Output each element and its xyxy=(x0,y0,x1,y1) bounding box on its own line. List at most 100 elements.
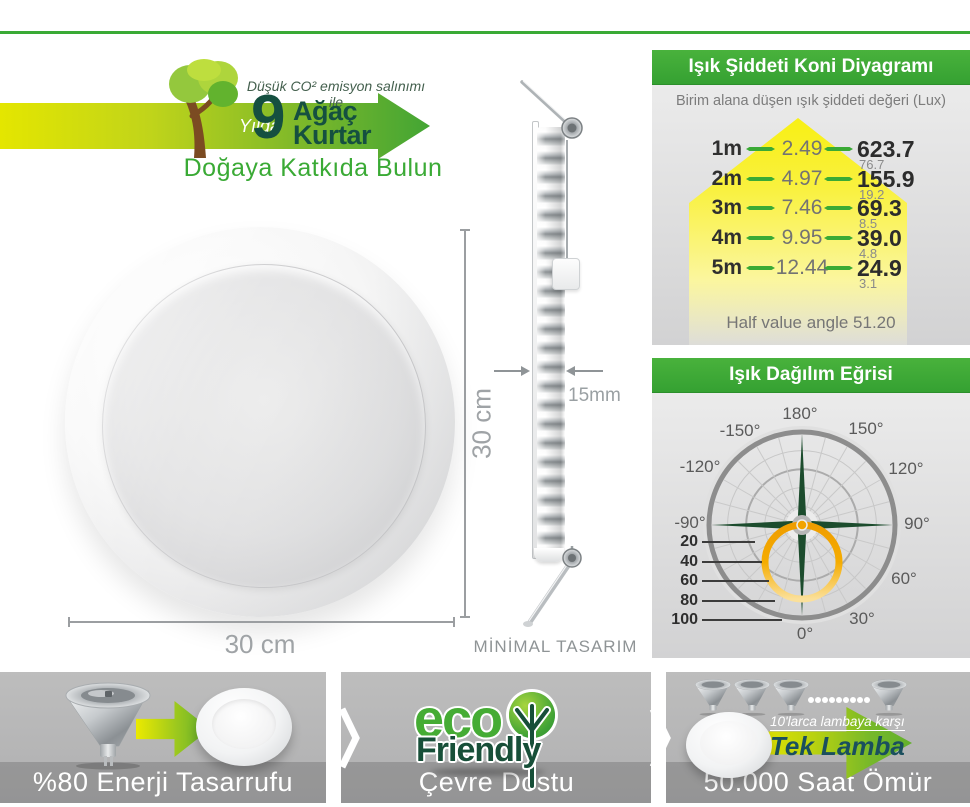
distance-label: 1m xyxy=(711,137,742,160)
halogen-lamp-icon xyxy=(773,679,809,716)
radial-tick-row: 100 xyxy=(652,611,782,629)
led-panel-front-face xyxy=(102,264,426,588)
height-dimension-line xyxy=(460,229,470,618)
width-dimension-label: 30 cm xyxy=(224,629,296,659)
dash-tick-icon xyxy=(746,266,775,270)
halogen-lamp-icon xyxy=(734,679,770,716)
lux-edge-value: 19.2 xyxy=(859,187,885,202)
beam-width-value: 4.97 xyxy=(781,167,823,190)
thickness-arrow-right xyxy=(575,370,603,372)
dash-tick-icon xyxy=(824,266,853,270)
tree-icon xyxy=(169,59,238,158)
radial-tick-label: 20 xyxy=(680,533,698,550)
distance-label: 4m xyxy=(711,226,742,249)
leader-line xyxy=(702,580,769,582)
distance-label: 3m xyxy=(711,196,742,219)
led-panel-face xyxy=(700,721,758,765)
banner-subtitle: Doğaya Katkıda Bulun xyxy=(183,154,443,182)
angle-label: 30° xyxy=(849,609,875,628)
led-panel-face xyxy=(212,699,276,749)
top-divider-line xyxy=(0,31,970,34)
beam-width-value: 7.46 xyxy=(781,196,823,219)
thickness-arrow-left xyxy=(494,370,522,372)
minimal-design-caption: MİNİMAL TASARIM xyxy=(473,637,638,656)
angle-label: 90° xyxy=(904,514,930,533)
co2-tagline: Düşük CO² emisyon salınımı ile xyxy=(246,78,426,110)
eco-friendly-card: Çevre Dostu xyxy=(341,672,652,803)
thickness-arrowhead-right xyxy=(566,366,575,376)
thickness-label: 15mm xyxy=(568,385,621,406)
lux-edge-value: 4.8 xyxy=(859,246,878,261)
angle-label: -90° xyxy=(674,513,706,532)
leader-line xyxy=(702,619,782,621)
card-separator xyxy=(651,672,666,803)
radial-tick-label: 40 xyxy=(680,553,698,570)
lux-center-value: 69.3 xyxy=(857,195,902,221)
lux-center-value: 39.0 xyxy=(857,225,902,251)
banner-yilda-label: Yılda xyxy=(239,116,281,136)
cone-panel-body: Birim alana düşen ışık şiddeti değeri (L… xyxy=(652,85,970,345)
radial-tick-label: 60 xyxy=(680,572,698,589)
dash-tick-icon xyxy=(746,236,775,240)
beam-width-value: 2.49 xyxy=(781,137,823,160)
lux-edge-value: 8.5 xyxy=(859,216,878,231)
lux-edge-value: 3.1 xyxy=(859,276,878,291)
banner-headline-line2: Kurtar xyxy=(293,120,372,150)
angle-label: -120° xyxy=(679,457,721,476)
polar-panel-title: Işık Dağılım Eğrisi xyxy=(652,358,970,393)
radial-tick-label: 80 xyxy=(680,592,698,609)
polar-panel-body: 180° -150° 150° -120° 120° -90° 90° 60° … xyxy=(652,393,970,658)
chevron-right-icon xyxy=(649,707,671,769)
cone-panel-subtitle: Birim alana düşen ışık şiddeti değeri (L… xyxy=(676,93,946,109)
beam-width-value: 9.95 xyxy=(781,226,823,249)
angle-label: 0° xyxy=(796,624,814,643)
lux-center-value: 155.9 xyxy=(857,166,915,192)
radial-tick-label: 100 xyxy=(671,611,698,628)
radial-tick-row: 40 xyxy=(652,553,762,571)
spring-wire xyxy=(566,140,568,272)
halogen-lamp-icon xyxy=(695,679,731,716)
eco-friendly-caption: Çevre Dostu xyxy=(341,762,652,803)
arrow-small-text: 10'larca lambaya karşı xyxy=(770,714,905,731)
spring-clip-top-icon xyxy=(520,80,583,139)
cone-table-row: 4m 9.95 39.0 4.8 xyxy=(652,223,970,261)
thickness-arrowhead-left xyxy=(521,366,530,376)
dash-tick-icon xyxy=(746,177,775,181)
side-view-ribbed-body xyxy=(537,127,565,552)
cone-table-row: 1m 2.49 623.7 76.7 xyxy=(652,134,970,172)
arrow-big-text: Tek Lamba xyxy=(770,731,905,761)
polar-plot-svg xyxy=(703,426,901,624)
halogen-lamp-icon xyxy=(65,682,151,770)
lux-edge-value: 76.7 xyxy=(859,157,885,172)
banner-headline: Ağaç Kurtar xyxy=(293,96,372,150)
dotted-line xyxy=(808,697,870,703)
light-intensity-cone-panel: Işık Şiddeti Koni Diyagramı Birim alana … xyxy=(652,50,970,345)
radial-tick-row: 60 xyxy=(652,572,769,590)
distance-label: 5m xyxy=(711,256,742,279)
cone-table-row: 5m 12.44 24.9 3.1 xyxy=(652,253,970,291)
banner-big-number: 9 xyxy=(251,83,286,152)
clip-bracket xyxy=(552,258,580,290)
height-dimension-label: 30 cm xyxy=(466,388,497,459)
lux-center-value: 24.9 xyxy=(857,255,902,281)
eco-tree-icon xyxy=(513,702,551,790)
logo-shadow xyxy=(430,768,545,776)
cone-table-row: 3m 7.46 69.3 8.5 xyxy=(652,193,970,231)
angle-label: 60° xyxy=(891,569,917,588)
dash-tick-icon xyxy=(824,177,853,181)
leader-line xyxy=(702,600,775,602)
spring-clip-bottom-icon xyxy=(523,546,582,627)
eco-logo-subtext: Friendly xyxy=(416,731,541,769)
leader-line xyxy=(702,561,762,563)
angle-label: -150° xyxy=(719,421,761,440)
dash-tick-icon xyxy=(824,236,853,240)
side-view-foot xyxy=(534,548,564,562)
angle-label: 180° xyxy=(782,404,818,423)
banner-headline-line1: Ağaç xyxy=(293,96,358,126)
eco-logo-text: eco xyxy=(414,689,503,749)
width-dimension-line xyxy=(68,617,455,627)
chevron-right-icon xyxy=(338,707,360,769)
dash-tick-icon xyxy=(746,147,775,151)
beam-width-value: 12.44 xyxy=(775,256,829,279)
